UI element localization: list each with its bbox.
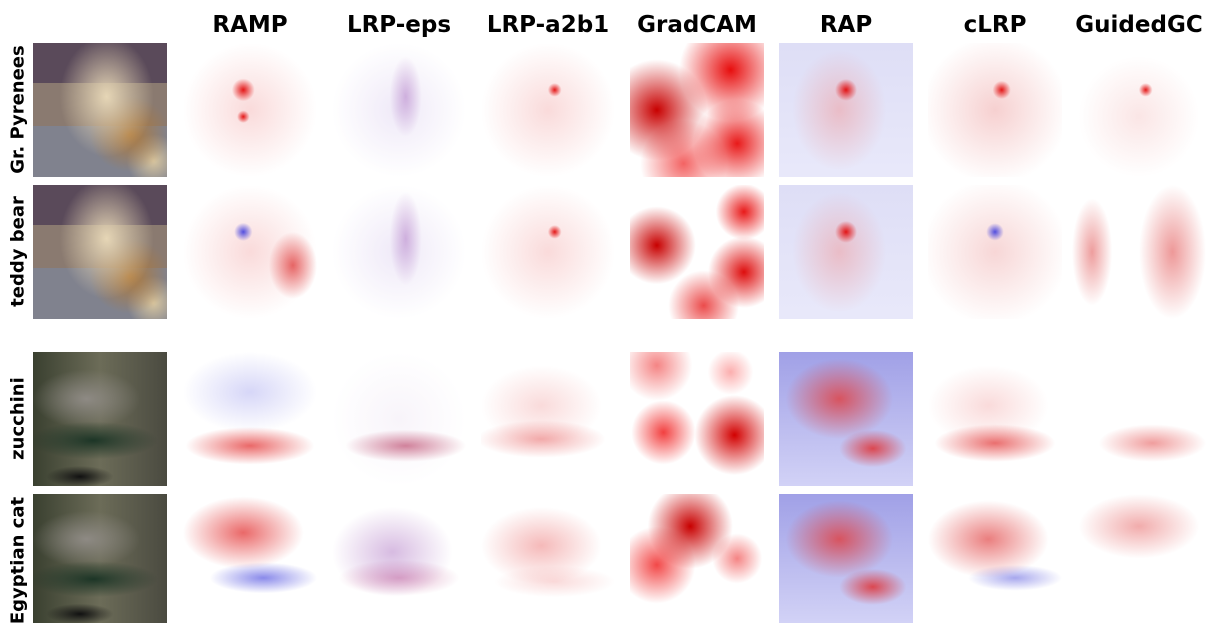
heatmap xyxy=(1072,43,1206,177)
heatmap xyxy=(630,352,764,486)
column-header: RAMP xyxy=(175,12,325,38)
column-header: RAP xyxy=(771,12,921,38)
input-image xyxy=(33,185,167,319)
heatmap xyxy=(332,352,466,486)
input-image xyxy=(33,43,167,177)
heatmap xyxy=(481,494,615,623)
heatmap xyxy=(332,185,466,319)
input-image xyxy=(33,494,167,623)
input-image xyxy=(33,352,167,486)
column-header: GradCAM xyxy=(622,12,772,38)
heatmap xyxy=(779,185,913,319)
column-header: cLRP xyxy=(920,12,1070,38)
column-header: LRP-eps xyxy=(324,12,474,38)
heatmap xyxy=(1072,352,1206,486)
heatmap xyxy=(928,185,1062,319)
heatmap xyxy=(928,494,1062,623)
heatmap xyxy=(1072,185,1206,319)
heatmap xyxy=(332,494,466,623)
heatmap xyxy=(928,352,1062,486)
heatmap xyxy=(332,43,466,177)
heatmap xyxy=(779,352,913,486)
heatmap xyxy=(779,494,913,623)
heatmap xyxy=(928,43,1062,177)
heatmap xyxy=(183,352,317,486)
row-label: Egyptian cat xyxy=(8,494,29,628)
heatmap xyxy=(183,494,317,623)
heatmap xyxy=(1072,494,1206,623)
column-header: GuidedGC xyxy=(1064,12,1211,38)
row-label: zucchini xyxy=(8,352,29,486)
heatmap xyxy=(183,185,317,319)
row-label: teddy bear xyxy=(8,185,29,319)
heatmap xyxy=(481,352,615,486)
heatmap xyxy=(779,43,913,177)
column-header: LRP-a2b1 xyxy=(473,12,623,38)
heatmap xyxy=(481,185,615,319)
figure: RAMPLRP-epsLRP-a2b1GradCAMRAPcLRPGuidedG… xyxy=(0,0,1211,623)
heatmap xyxy=(481,43,615,177)
row-label: Gr. Pyrenees xyxy=(8,43,29,177)
heatmap xyxy=(630,185,764,319)
heatmap xyxy=(183,43,317,177)
heatmap xyxy=(630,494,764,623)
heatmap xyxy=(630,43,764,177)
